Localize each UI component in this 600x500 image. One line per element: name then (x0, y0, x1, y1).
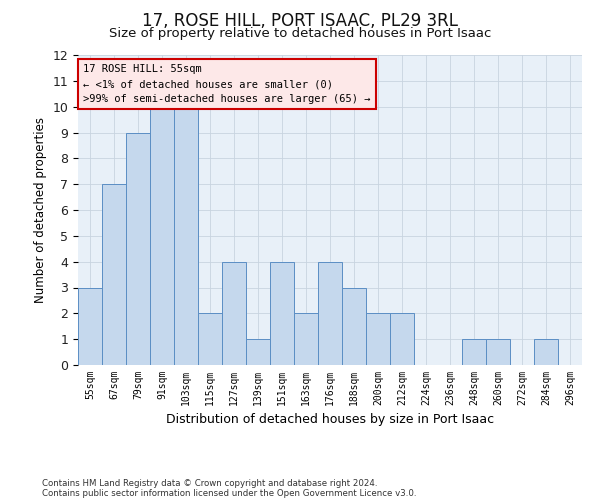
Bar (366, 314, 390, 365)
Bar (390, 314, 414, 365)
Text: 17 ROSE HILL: 55sqm
← <1% of detached houses are smaller (0)
>99% of semi-detach: 17 ROSE HILL: 55sqm ← <1% of detached ho… (83, 64, 371, 104)
Text: 17, ROSE HILL, PORT ISAAC, PL29 3RL: 17, ROSE HILL, PORT ISAAC, PL29 3RL (142, 12, 458, 30)
Text: Contains HM Land Registry data © Crown copyright and database right 2024.: Contains HM Land Registry data © Crown c… (42, 478, 377, 488)
Bar (270, 262, 294, 365)
Bar (174, 106, 198, 365)
Bar (102, 184, 126, 365)
Bar (342, 288, 366, 365)
Text: Size of property relative to detached houses in Port Isaac: Size of property relative to detached ho… (109, 28, 491, 40)
Bar (246, 339, 270, 365)
Bar (534, 339, 558, 365)
Bar (150, 106, 174, 365)
Bar (462, 339, 486, 365)
Text: Contains public sector information licensed under the Open Government Licence v3: Contains public sector information licen… (42, 488, 416, 498)
Bar (126, 132, 150, 365)
Bar (222, 262, 246, 365)
Bar (318, 262, 342, 365)
Bar (198, 314, 222, 365)
X-axis label: Distribution of detached houses by size in Port Isaac: Distribution of detached houses by size … (166, 414, 494, 426)
Bar (294, 314, 318, 365)
Bar (78, 288, 102, 365)
Y-axis label: Number of detached properties: Number of detached properties (34, 117, 47, 303)
Bar (486, 339, 510, 365)
